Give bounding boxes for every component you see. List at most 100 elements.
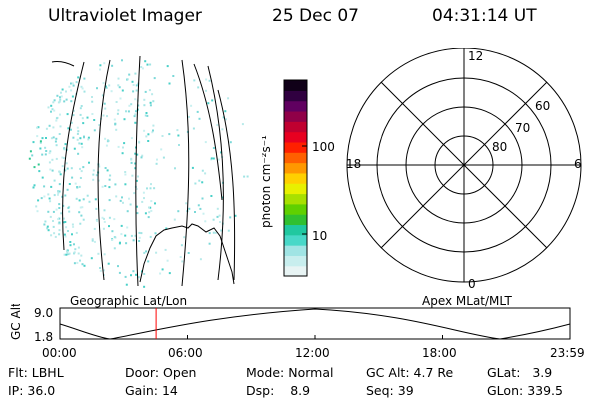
emission-pixel (60, 212, 63, 215)
emission-pixel (101, 94, 104, 97)
emission-pixel (55, 119, 58, 122)
colorbar-tick-10: 10 (312, 229, 328, 243)
emission-pixel (153, 77, 156, 80)
emission-pixel (120, 233, 123, 236)
emission-pixel (142, 191, 145, 194)
emission-pixel (147, 260, 150, 263)
emission-pixel (115, 195, 118, 198)
emission-pixel (96, 219, 99, 222)
emission-pixel (152, 124, 155, 127)
color-bar: photon cm⁻²s⁻¹ (262, 79, 308, 277)
emission-pixel (50, 104, 53, 107)
emission-pixel (208, 242, 211, 245)
emission-pixel (217, 158, 220, 161)
emission-pixel (121, 152, 124, 155)
emission-pixel (70, 128, 72, 131)
emission-pixel (74, 182, 77, 185)
emission-pixel (53, 179, 56, 182)
emission-pixel (103, 102, 106, 105)
emission-pixel (117, 109, 120, 112)
emission-pixel (52, 101, 55, 104)
emission-pixel (82, 166, 85, 169)
emission-pixel (144, 60, 147, 63)
emission-pixel (149, 187, 152, 190)
emission-pixel (145, 250, 148, 253)
time-label: 04:31:14 UT (432, 6, 537, 26)
emission-pixel (91, 239, 94, 242)
emission-pixel (108, 186, 111, 189)
emission-pixel (115, 128, 118, 131)
emission-pixel (75, 81, 78, 84)
emission-pixel (118, 271, 121, 274)
color-bar-step (284, 121, 307, 133)
emission-pixel (123, 118, 126, 121)
emission-pixel (36, 135, 39, 138)
emission-pixel (60, 91, 62, 94)
aurora-emission-speckle (28, 59, 249, 288)
emission-pixel (79, 167, 81, 170)
emission-pixel (75, 197, 78, 200)
emission-pixel (204, 220, 207, 223)
emission-pixel (102, 227, 105, 230)
emission-pixel (155, 162, 158, 165)
emission-pixel (43, 195, 46, 198)
emission-pixel (201, 169, 204, 172)
emission-pixel (58, 203, 61, 206)
emission-pixel (111, 64, 114, 67)
emission-pixel (121, 89, 124, 92)
emission-pixel (53, 99, 56, 102)
xtick-1800: 18:00 (422, 346, 457, 360)
emission-pixel (130, 161, 133, 164)
emission-pixel (58, 221, 61, 224)
emission-pixel (99, 68, 101, 71)
emission-pixel (57, 218, 60, 221)
emission-pixel (145, 135, 148, 138)
emission-pixel (137, 276, 140, 279)
emission-pixel (150, 209, 153, 212)
emission-pixel (70, 89, 73, 92)
emission-pixel (141, 67, 144, 70)
color-bar-step (284, 162, 307, 174)
emission-pixel (126, 210, 129, 213)
emission-pixel (128, 73, 131, 76)
emission-pixel (154, 202, 156, 205)
emission-pixel (49, 168, 52, 171)
emission-pixel (138, 141, 141, 144)
emission-pixel (148, 211, 151, 214)
emission-pixel (187, 252, 190, 254)
emission-pixel (68, 210, 71, 213)
emission-pixel (79, 113, 82, 116)
emission-pixel (65, 98, 68, 101)
emission-pixel (28, 157, 31, 160)
emission-pixel (40, 197, 43, 200)
emission-pixel (229, 216, 232, 219)
emission-pixel (117, 265, 119, 268)
emission-pixel (96, 87, 98, 90)
emission-pixel (196, 110, 199, 113)
emission-pixel (49, 150, 52, 153)
emission-pixel (108, 225, 110, 228)
emission-pixel (198, 179, 201, 182)
emission-pixel (220, 151, 223, 154)
mlt-label-18: 18 (346, 157, 361, 171)
emission-pixel (70, 100, 73, 103)
emission-pixel (122, 146, 124, 149)
emission-pixel (229, 141, 232, 144)
emission-pixel (49, 200, 52, 203)
emission-pixel (46, 225, 49, 228)
emission-pixel (71, 95, 74, 98)
color-bar-step (284, 245, 307, 256)
emission-pixel (78, 211, 81, 214)
color-bar-frame (283, 79, 308, 277)
emission-pixel (130, 234, 133, 237)
emission-pixel (51, 158, 54, 161)
emission-pixel (41, 137, 44, 140)
emission-pixel (58, 207, 61, 209)
emission-pixel (216, 215, 219, 218)
color-bar-step (284, 255, 307, 267)
emission-pixel (65, 253, 68, 256)
emission-pixel (55, 144, 58, 147)
info-dsp: Dsp: 8.9 (246, 383, 311, 398)
emission-pixel (210, 195, 213, 197)
info-ip: IP: 36.0 (8, 383, 56, 398)
